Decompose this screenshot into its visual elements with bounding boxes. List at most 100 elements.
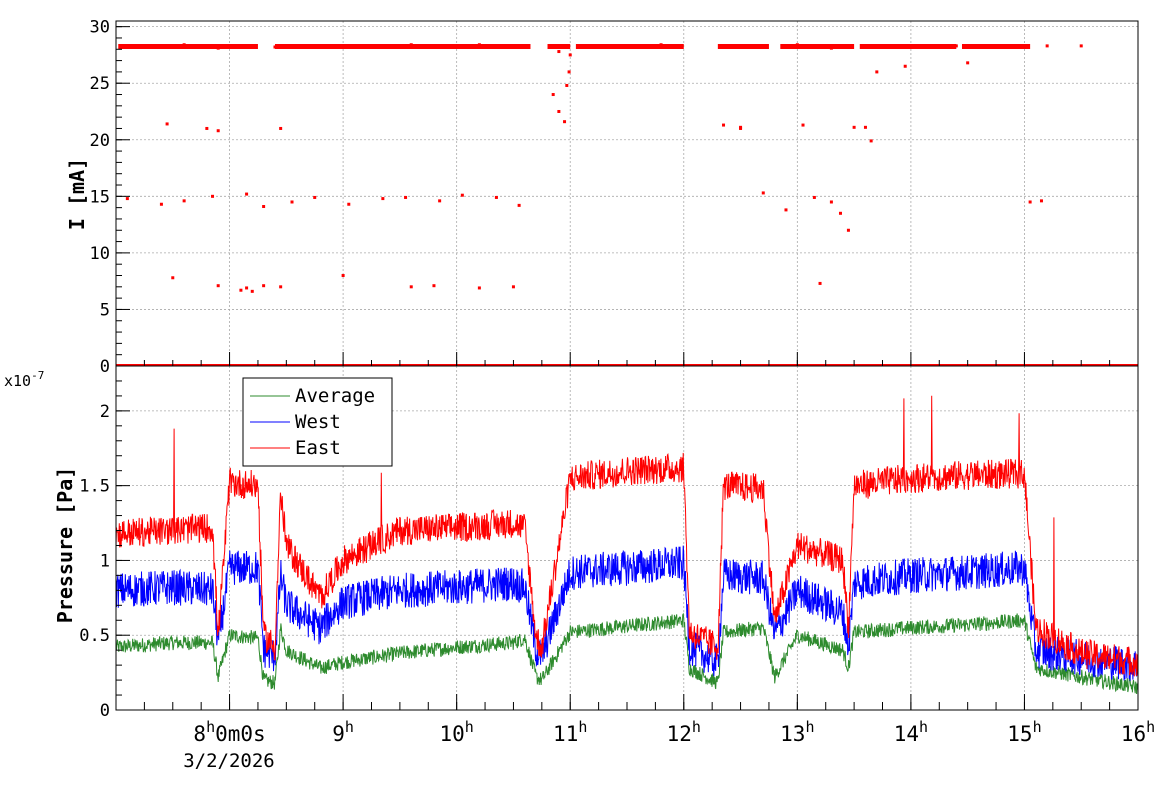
current-data-point — [273, 45, 277, 49]
bottom-y-tick-label: 2 — [100, 402, 110, 422]
pressure-series-east — [116, 395, 1138, 677]
current-data-point — [313, 195, 317, 199]
current-axis-label: I [mA] — [65, 158, 89, 230]
current-data-point — [182, 199, 186, 203]
current-data-point — [869, 139, 873, 143]
current-data-point — [432, 284, 436, 288]
current-data-point — [477, 286, 481, 290]
legend-label-east: East — [295, 437, 341, 459]
current-data-point — [159, 202, 163, 206]
legend: Average West East — [242, 377, 393, 467]
x-tick-label: 16h — [1121, 718, 1155, 746]
current-data-point — [563, 120, 567, 124]
current-data-point — [216, 129, 220, 133]
pressure-plot-area — [116, 395, 1138, 695]
current-data-point — [511, 285, 515, 289]
top-panel-axes: 0 5 10 15 20 25 30 — [90, 18, 1139, 377]
current-plot-area — [116, 43, 1138, 366]
current-data-point — [812, 195, 816, 199]
current-data-point — [954, 44, 958, 48]
current-data-point — [852, 125, 856, 129]
current-data-point — [1022, 44, 1026, 48]
current-data-point — [966, 61, 970, 65]
current-data-point — [381, 197, 385, 201]
current-data-point — [838, 211, 842, 215]
top-y-tick-label: 10 — [90, 244, 110, 264]
current-data-point — [565, 83, 569, 87]
current-data-point — [211, 194, 215, 198]
x-tick-label: 15h — [1007, 718, 1041, 746]
top-y-tick-label: 5 — [100, 300, 110, 320]
bottom-y-tick-label: 0.5 — [79, 626, 110, 646]
current-data-point — [279, 126, 283, 130]
current-data-point — [557, 109, 561, 113]
x-tick-label: 10h — [440, 718, 474, 746]
current-data-point — [818, 281, 822, 285]
current-data-point — [239, 288, 243, 292]
bottom-y-tick-label: 1.5 — [79, 477, 110, 497]
x-tick-label: 14h — [894, 718, 928, 746]
current-data-point — [171, 276, 175, 280]
current-data-point — [125, 197, 129, 201]
current-data-point — [795, 43, 799, 47]
current-data-point — [182, 43, 186, 47]
current-data-point — [625, 44, 629, 48]
current-data-point — [409, 285, 413, 289]
pressure-axis-label: Pressure [Pa] — [53, 467, 77, 624]
x-tick-label: 11h — [553, 718, 587, 746]
current-data-point — [125, 44, 129, 48]
current-data-point — [1079, 44, 1083, 48]
current-data-point — [722, 123, 726, 127]
bottom-y-tick-label: 1 — [100, 551, 110, 571]
pressure-exponent-label: x10-7 — [4, 369, 44, 390]
current-data-point — [829, 200, 833, 204]
current-data-point — [920, 44, 924, 48]
current-data-point — [568, 53, 572, 57]
current-data-point — [250, 289, 254, 293]
current-data-point — [477, 43, 481, 47]
bottom-panel-axes: 8h0m0s 9h 10h 11h 12h 13h 14h 15h 16h 0 0.5 1 1.5 2 — [79, 380, 1155, 746]
current-data-point — [801, 123, 805, 127]
current-data-point — [341, 45, 345, 49]
top-panel-frame — [115, 20, 1139, 367]
current-data-point — [846, 228, 850, 232]
current-data-point — [443, 44, 447, 48]
x-tick-label: 9h — [332, 718, 354, 746]
current-data-point — [863, 44, 867, 48]
pressure-series-average — [116, 612, 1138, 695]
current-data-point — [903, 64, 907, 68]
current-data-point — [517, 203, 521, 207]
current-data-point — [761, 45, 765, 49]
current-data-point — [307, 44, 311, 48]
current-data-point — [1045, 44, 1049, 48]
current-data-point — [727, 44, 731, 48]
current-data-point — [165, 122, 169, 126]
date-label: 3/2/2026 — [183, 750, 275, 772]
top-y-tick-label: 15 — [90, 187, 110, 207]
x-tick-label: 12h — [667, 718, 701, 746]
current-data-point — [205, 126, 209, 130]
current-data-point — [886, 45, 890, 49]
current-data-point — [460, 193, 464, 197]
current-data-point — [829, 46, 833, 50]
legend-label-average: Average — [295, 385, 375, 407]
legend-label-west: West — [295, 411, 341, 433]
current-data-point — [567, 70, 571, 74]
current-data-point — [1028, 200, 1032, 204]
current-data-point — [1039, 199, 1043, 203]
current-data-point — [262, 205, 266, 209]
top-y-tick-label: 30 — [90, 18, 110, 38]
current-data-point — [761, 191, 765, 195]
top-y-tick-label: 25 — [90, 74, 110, 94]
current-data-point — [784, 208, 788, 212]
current-data-point — [409, 43, 413, 47]
top-y-tick-label: 20 — [90, 131, 110, 151]
current-data-point — [216, 46, 220, 50]
current-data-point — [511, 44, 515, 48]
current-data-point — [245, 192, 249, 196]
current-data-point — [438, 199, 442, 203]
current-data-point — [347, 202, 351, 206]
current-data-point — [239, 44, 243, 48]
